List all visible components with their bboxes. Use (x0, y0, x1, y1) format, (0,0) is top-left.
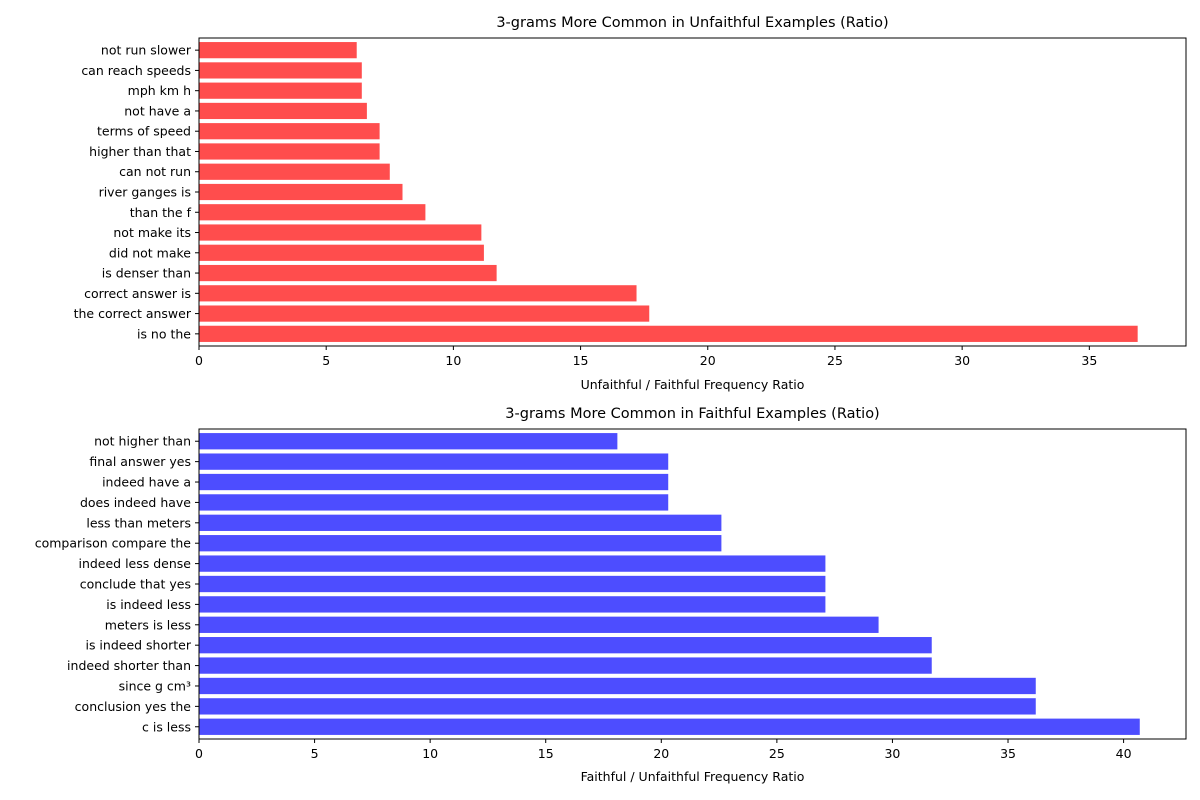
x-tick-label: 10 (422, 746, 438, 761)
x-tick-label: 20 (653, 746, 669, 761)
bar (199, 575, 826, 593)
x-ticks-faithful: 0 5 10 15 20 25 30 35 40 (195, 739, 1132, 761)
y-tick-label: can reach speeds (81, 63, 191, 78)
bar (199, 42, 357, 59)
bar (199, 494, 669, 511)
x-axis-label-faithful: Faithful / Unfaithful Frequency Ratio (581, 769, 805, 784)
y-tick-label: final answer yes (89, 454, 191, 469)
x-tick-label: 30 (884, 746, 900, 761)
bar (199, 637, 932, 654)
x-tick-label: 15 (573, 353, 589, 368)
y-tick-label: indeed less dense (78, 556, 191, 571)
bar (199, 677, 1036, 695)
plot-frame-faithful (198, 428, 1187, 740)
y-tick-label: is denser than (102, 266, 191, 281)
y-tick-label: not run slower (101, 43, 192, 58)
bar (199, 514, 722, 531)
bar (199, 264, 497, 282)
y-tick-label: not higher than (94, 434, 191, 449)
x-tick-label: 0 (195, 353, 203, 368)
bar (199, 204, 426, 221)
y-tick-label: meters is less (105, 617, 191, 632)
y-tick-label: mph km h (128, 83, 191, 98)
bar (199, 62, 362, 79)
x-tick-label: 0 (195, 746, 203, 761)
y-tick-label: indeed have a (102, 475, 191, 490)
x-tick-label: 30 (954, 353, 970, 368)
y-tick-label: than the f (130, 205, 192, 220)
bars-unfaithful (199, 42, 1138, 342)
x-tick-label: 15 (538, 746, 554, 761)
y-tick-label: is no the (137, 326, 191, 341)
bar (199, 453, 669, 470)
y-tick-label: river ganges is (99, 185, 191, 200)
chart-unfaithful-panel: 3-grams More Common in Unfaithful Exampl… (74, 15, 1187, 392)
x-tick-label: 35 (1081, 353, 1097, 368)
x-tick-label: 5 (322, 353, 330, 368)
bar (199, 473, 669, 491)
y-tick-label: since g cm³ (119, 678, 191, 693)
bar (199, 325, 1138, 342)
bar (199, 123, 380, 140)
bar (199, 82, 362, 99)
y-tick-label: conclusion yes the (75, 699, 192, 714)
y-tick-label: less than meters (86, 515, 191, 530)
bar (199, 535, 722, 552)
x-tick-label: 25 (827, 353, 843, 368)
x-tick-label: 10 (445, 353, 461, 368)
bar (199, 285, 637, 302)
bar (199, 657, 932, 674)
y-tick-label: not have a (124, 103, 191, 118)
y-tick-label: terms of speed (97, 124, 191, 139)
bar (199, 163, 390, 180)
y-tick-label: can not run (119, 164, 191, 179)
y-tick-label: the correct answer (74, 306, 192, 321)
bar (199, 102, 367, 120)
y-ticks-faithful: c is less conclusion yes the since g cm³ in… (35, 434, 199, 734)
chart-title-unfaithful: 3-grams More Common in Unfaithful Exampl… (496, 15, 888, 31)
y-tick-label: indeed shorter than (67, 658, 191, 673)
x-axis-label-unfaithful: Unfaithful / Faithful Frequency Ratio (581, 377, 805, 392)
x-tick-label: 25 (769, 746, 785, 761)
y-tick-label: correct answer is (84, 286, 191, 301)
bar (199, 698, 1036, 715)
x-tick-label: 5 (311, 746, 319, 761)
y-tick-label: higher than that (89, 144, 191, 159)
chart-faithful-panel: 3-grams More Common in Faithful Examples… (35, 406, 1187, 784)
y-tick-label: is indeed less (106, 597, 191, 612)
x-tick-label: 20 (700, 353, 716, 368)
plot-frame-unfaithful (198, 37, 1187, 347)
y-ticks-unfaithful: is no the the correct answer correct answe… (74, 43, 199, 341)
bar (199, 183, 403, 201)
chart-title-faithful: 3-grams More Common in Faithful Examples… (505, 406, 879, 422)
bar (199, 616, 879, 633)
y-tick-label: did not make (109, 245, 191, 260)
y-tick-label: conclude that yes (80, 577, 191, 592)
y-tick-label: does indeed have (80, 495, 191, 510)
x-ticks-unfaithful: 0 5 10 15 20 25 30 35 (195, 346, 1097, 368)
y-tick-label: not make its (113, 225, 191, 240)
y-tick-label: c is less (142, 719, 191, 734)
bar (199, 718, 1140, 735)
x-tick-label: 40 (1116, 746, 1132, 761)
y-tick-label: is indeed shorter (85, 638, 191, 653)
bar (199, 555, 826, 572)
bar (199, 596, 826, 613)
bar (199, 305, 650, 322)
bar (199, 143, 380, 160)
y-tick-label: comparison compare the (35, 536, 192, 551)
x-tick-label: 35 (1000, 746, 1016, 761)
bar (199, 244, 484, 261)
bar (199, 433, 618, 450)
bar (199, 224, 482, 241)
bars-faithful (199, 433, 1140, 735)
